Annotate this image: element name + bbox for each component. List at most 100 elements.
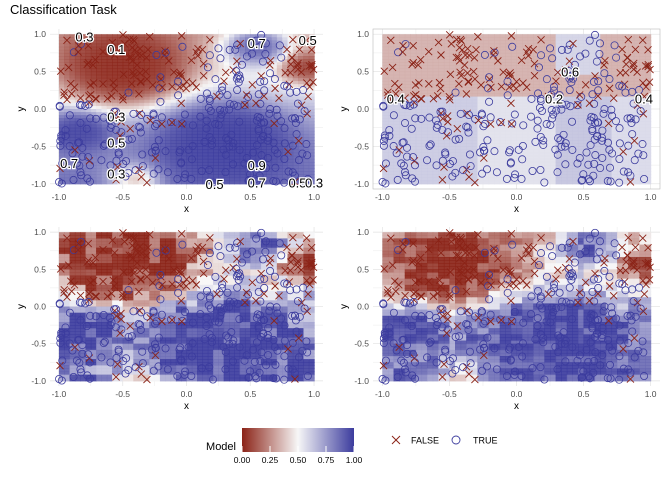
point-true: [596, 361, 605, 370]
point-false: [455, 79, 463, 88]
point-true: [106, 161, 115, 170]
point-false: [465, 249, 473, 258]
point-false: [512, 84, 520, 93]
point-false: [107, 289, 116, 298]
point-false: [447, 39, 456, 48]
point-true: [517, 371, 526, 380]
point-true: [178, 42, 187, 51]
point-true: [256, 357, 265, 366]
point-true: [379, 102, 388, 111]
point-false: [56, 67, 65, 75]
point-true: [573, 101, 582, 110]
point-true: [615, 139, 624, 148]
point-false: [86, 90, 95, 99]
point-false: [574, 298, 582, 307]
point-true: [215, 288, 224, 297]
point-true: [451, 135, 460, 144]
point-false: [177, 296, 186, 305]
point-false: [305, 83, 314, 91]
point-false: [644, 46, 652, 54]
point-true: [392, 149, 401, 158]
point-true: [510, 307, 519, 316]
point-false: [302, 36, 311, 45]
point-true: [557, 142, 566, 151]
point-true: [478, 169, 487, 178]
point-false: [452, 53, 461, 62]
point-true: [517, 174, 526, 183]
point-true: [273, 149, 282, 158]
point-true: [264, 153, 273, 162]
point-false: [646, 263, 654, 272]
y-tick-label: 0.0: [34, 302, 46, 312]
surface-label: 0.5: [299, 33, 317, 48]
point-true: [181, 367, 190, 376]
point-false: [192, 48, 201, 57]
point-true: [409, 298, 418, 307]
point-true: [606, 374, 615, 383]
point-true: [233, 72, 242, 81]
point-true: [608, 346, 617, 355]
point-true: [540, 375, 549, 384]
point-false: [145, 32, 154, 41]
point-false: [640, 92, 649, 101]
point-true: [84, 350, 93, 359]
point-true: [225, 340, 234, 349]
point-true: [91, 312, 100, 321]
point-true: [483, 333, 492, 342]
point-false: [462, 287, 471, 296]
point-false: [604, 119, 613, 128]
point-true: [272, 105, 281, 114]
point-true: [490, 147, 499, 156]
point-true: [528, 166, 537, 175]
point-true: [152, 50, 161, 59]
point-true: [216, 252, 225, 261]
point-true: [61, 323, 70, 332]
point-true: [547, 303, 556, 312]
point-true: [591, 118, 600, 127]
x-tick-label: 1.0: [645, 192, 657, 202]
point-false: [507, 317, 516, 326]
point-false: [388, 63, 397, 72]
point-true: [68, 149, 77, 158]
point-false: [126, 124, 135, 133]
point-false: [74, 246, 83, 254]
point-false: [136, 77, 145, 86]
point-true: [564, 67, 573, 76]
point-false: [103, 94, 112, 103]
point-false: [452, 233, 461, 242]
point-false: [146, 314, 155, 322]
point-true: [606, 177, 615, 186]
point-false: [248, 278, 257, 287]
point-true: [478, 366, 487, 375]
point-true: [594, 283, 603, 292]
point-true: [218, 86, 227, 95]
point-true: [255, 368, 264, 377]
surface-label: 0.3: [107, 109, 125, 124]
point-false: [633, 266, 641, 274]
surface-label: 0.5: [107, 136, 125, 151]
point-true: [466, 359, 475, 368]
point-true: [389, 142, 398, 151]
point-false: [553, 68, 562, 77]
point-true: [378, 374, 387, 383]
point-true: [624, 365, 633, 374]
point-false: [84, 41, 93, 50]
point-false: [569, 39, 577, 48]
point-true: [255, 311, 264, 320]
point-false: [137, 173, 146, 181]
probability-surface: [58, 34, 315, 185]
point-false: [145, 230, 154, 239]
point-true: [518, 339, 527, 348]
point-true: [82, 124, 91, 133]
point-true: [425, 141, 434, 150]
surface-label: 0.5: [206, 177, 224, 192]
point-true: [476, 148, 485, 157]
point-true: [586, 338, 595, 347]
point-true: [65, 308, 74, 317]
point-false: [512, 282, 520, 291]
point-true: [232, 67, 241, 76]
point-true: [257, 348, 266, 357]
point-true: [456, 109, 465, 118]
point-true: [124, 88, 133, 97]
point-true: [78, 341, 87, 350]
